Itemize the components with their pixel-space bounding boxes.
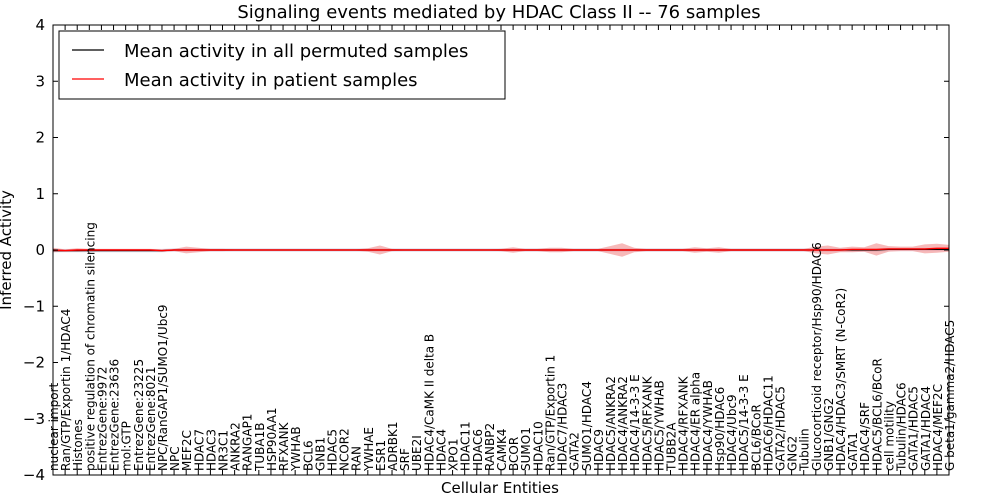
x-tick-label: GNB1/GNG2: [822, 398, 836, 471]
x-tick-label: HDAC10: [531, 421, 545, 471]
x-tick-label: ANKRA2: [229, 422, 243, 471]
y-tick-label: 2: [35, 129, 45, 147]
x-tick-label: HDAC5/BCL6/BCoR: [870, 358, 884, 471]
x-tick-label: G beta1/gamma2/HDAC5: [943, 320, 957, 471]
x-tick-label: Ran/GTP/Exportin 1/HDAC4: [59, 309, 73, 471]
x-tick-label: nuclear import: [47, 382, 61, 471]
x-tick-label: NR3C1: [217, 430, 231, 471]
legend-label-permuted: Mean activity in all permuted samples: [124, 41, 468, 62]
x-tick-label: HDAC5: [326, 429, 340, 471]
x-tick-label: GATA1/HDAC5: [907, 386, 921, 471]
x-tick-label: HDAC3: [204, 429, 218, 471]
x-tick-label: Tubulin/HDAC6: [895, 382, 909, 472]
y-axis-label: Inferred Activity: [0, 190, 15, 310]
x-tick-label: HDAC4/YWHAB: [701, 380, 715, 471]
x-tick-label: Ran/GTP/Exportin 1: [543, 355, 557, 471]
x-tick-label: NPC/RanGAP1/SUMO1/Ubc9: [156, 304, 170, 471]
x-tick-label: Hsp90/HDAC6: [713, 387, 727, 471]
x-tick-label: RAN: [350, 446, 364, 471]
y-tick-label: −2: [23, 354, 45, 372]
x-tick-label: HDAC5/RFXANK: [640, 375, 654, 471]
x-tick-label: SRF: [398, 448, 412, 471]
x-tick-label: RANBP2: [483, 423, 497, 471]
x-tick-label: SUMO1/HDAC4: [580, 381, 594, 471]
x-tick-label: Histones: [71, 419, 85, 471]
x-tick-label: UBE2I: [410, 435, 424, 471]
x-tick-label: EntrezGene:23636: [108, 359, 122, 471]
x-tick-label: ADRBK1: [386, 421, 400, 471]
x-tick-label: Tubulin: [798, 428, 812, 472]
x-tick-label: HDAC6/HDAC11: [761, 375, 775, 471]
x-tick-label: HDAC5/YWHAB: [652, 380, 666, 471]
x-tick-label: HDAC5/ANKRA2: [604, 376, 618, 471]
x-tick-label: HDAC7/HDAC3: [556, 383, 570, 471]
legend-label-patient: Mean activity in patient samples: [124, 70, 418, 91]
x-tick-label: GATA1: [846, 432, 860, 471]
y-tick-label: −1: [23, 297, 45, 315]
x-tick-label: GNB1: [313, 437, 327, 471]
x-tick-label: XPO1: [447, 438, 461, 471]
x-axis-label: Cellular Entities: [441, 479, 559, 497]
x-tick-label: positive regulation of chromatin silenci…: [83, 222, 97, 471]
x-tick-label: GATA1/HDAC4: [919, 386, 933, 471]
x-tick-label: GATA2: [568, 432, 582, 471]
y-tick-label: 3: [35, 72, 45, 90]
x-tick-label: Glucocorticoid receptor/Hsp90/HDAC6: [810, 242, 824, 471]
x-tick-label: EntrezGene:23225: [132, 359, 146, 471]
x-tick-label: HDAC5/14-3-3 E: [737, 374, 751, 471]
x-tick-label: GNG2: [786, 436, 800, 471]
x-tick-label: HDAC4/14-3-3 E: [628, 374, 642, 471]
x-tick-label: YWHAB: [289, 426, 303, 472]
y-tick-label: 4: [35, 16, 45, 34]
x-tick-label: HDAC7: [192, 429, 206, 471]
legend: Mean activity in all permuted samples Me…: [58, 30, 506, 100]
x-tick-label: EntrezGene:9972: [95, 366, 109, 471]
x-tick-label: HDAC4/HDAC3/SMRT (N-CoR2): [834, 288, 848, 471]
y-tick-label: 0: [35, 241, 45, 259]
x-tick-label: MEF2C: [180, 430, 194, 471]
x-tick-label: ESR1: [374, 440, 388, 471]
x-tick-label: HSP90AA1: [265, 407, 279, 471]
x-tick-label: HDAC4: [435, 429, 449, 471]
x-tick-label: HDAC4/MEF2C: [931, 384, 945, 471]
x-tick-label: HDAC6: [471, 429, 485, 471]
x-tick-label: HDAC11: [459, 421, 473, 471]
x-tick-label: RANGAP1: [241, 414, 255, 471]
x-tick-label: mol:GTP: [120, 421, 134, 471]
y-axis: −4 −3 −2 −1 0 1 2 3 4: [23, 16, 949, 484]
x-tick-label: HDAC4/ER alpha: [689, 372, 703, 471]
legend-box: [58, 30, 506, 100]
x-tick-label: TUBA1B: [253, 423, 267, 472]
x-tick-label: HDAC4/ANKRA2: [616, 376, 630, 471]
x-tick-label: HDAC4/SRF: [858, 402, 872, 471]
x-tick-label: RFXANK: [277, 421, 291, 471]
x-tick-label: YWHAE: [362, 427, 376, 472]
series-line-patient: [52, 247, 949, 252]
x-tick-label: NCOR2: [338, 428, 352, 471]
x-tick-label: BCL6: [301, 440, 315, 471]
x-tick-label: TUBB2A: [665, 422, 679, 472]
x-tick-label: HDAC4/CaMK II delta B: [422, 334, 436, 471]
x-tick-label: EntrezGene:8021: [144, 367, 158, 472]
y-tick-label: −3: [23, 410, 45, 428]
x-tick-label: CAMK4: [495, 429, 509, 471]
x-tick-label: HDAC4/Ubc9: [725, 394, 739, 471]
x-tick-label: BCOR: [507, 437, 521, 471]
x-tick-label: cell motility: [883, 401, 897, 471]
x-tick-label: SUMO1: [519, 427, 533, 471]
x-tick-label: HDAC4/RFXANK: [677, 375, 691, 471]
y-tick-label: 1: [35, 185, 45, 203]
x-tick-label: HDAC9: [592, 429, 606, 471]
x-tick-label: GATA2/HDAC5: [774, 386, 788, 471]
y-tick-label: −4: [23, 466, 45, 484]
x-tick-label: NPC: [168, 446, 182, 471]
series-lines: [52, 247, 949, 252]
x-tick-label: BCL6/BCoR: [749, 404, 763, 471]
chart-title: Signaling events mediated by HDAC Class …: [237, 2, 760, 23]
